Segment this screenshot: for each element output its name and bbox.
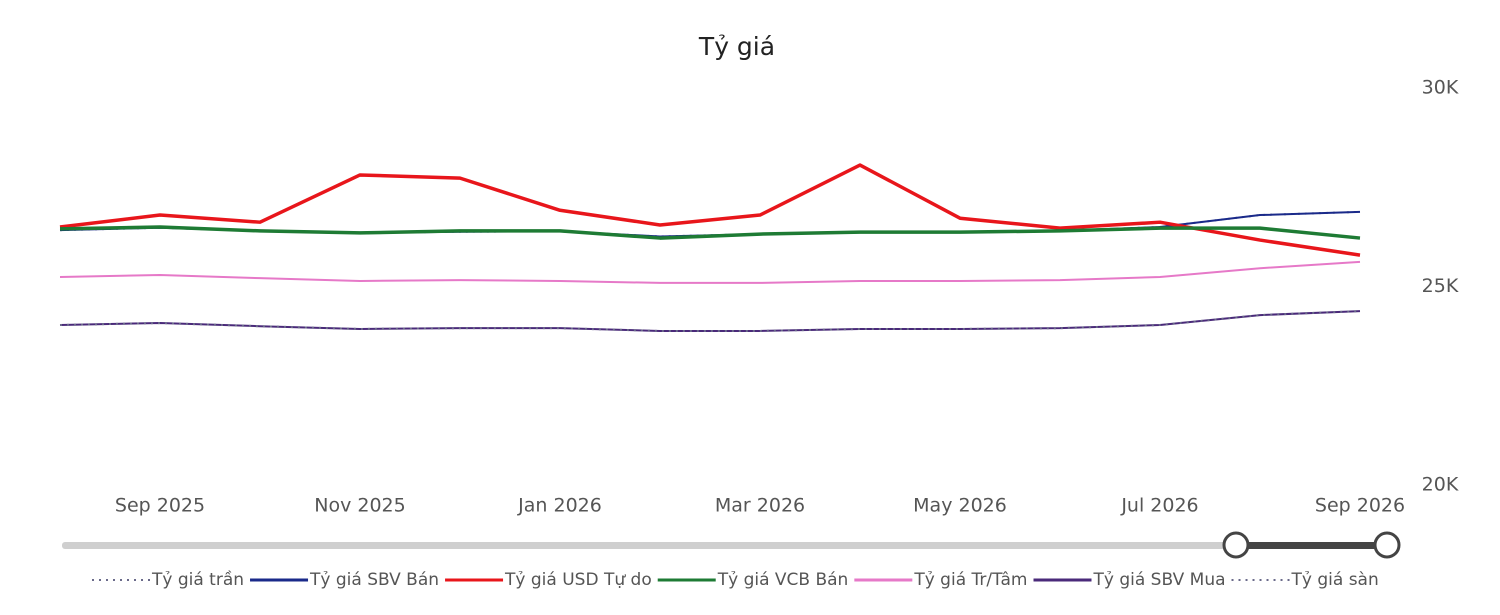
legend-label: Tỷ giá trần bbox=[151, 569, 244, 590]
y-tick-label: 30K bbox=[1422, 77, 1459, 99]
series-line bbox=[59, 163, 1361, 257]
legend-label: Tỷ giá Tr/Tâm bbox=[913, 570, 1027, 590]
legend-label: Tỷ giá SBV Mua bbox=[1093, 570, 1226, 590]
y-tick-label: 20K bbox=[1422, 474, 1459, 496]
series-line bbox=[59, 310, 1361, 332]
chart-title: Tỷ giá bbox=[698, 32, 775, 61]
range-selection[interactable] bbox=[1236, 542, 1387, 549]
x-tick-label: Sep 2025 bbox=[115, 495, 205, 517]
range-handle-right[interactable] bbox=[1373, 531, 1401, 559]
range-track bbox=[62, 542, 1387, 549]
x-tick-label: May 2026 bbox=[913, 495, 1007, 517]
series-line bbox=[59, 310, 1361, 332]
x-tick-label: Mar 2026 bbox=[715, 495, 805, 517]
y-tick-label: 25K bbox=[1422, 275, 1459, 297]
x-tick-label: Jan 2026 bbox=[517, 495, 602, 517]
series-line bbox=[59, 260, 1361, 284]
x-tick-label: Nov 2025 bbox=[314, 495, 405, 517]
legend-label: Tỷ giá USD Tự do bbox=[504, 570, 652, 590]
x-tick-label: Jul 2026 bbox=[1120, 495, 1198, 517]
legend-label: Tỷ giá sàn bbox=[1291, 570, 1379, 590]
range-handle-left[interactable] bbox=[1222, 531, 1250, 559]
legend-label: Tỷ giá VCB Bán bbox=[717, 570, 849, 590]
x-tick-label: Sep 2026 bbox=[1315, 495, 1405, 517]
legend-label: Tỷ giá SBV Bán bbox=[309, 570, 439, 590]
series-line bbox=[59, 225, 1361, 240]
